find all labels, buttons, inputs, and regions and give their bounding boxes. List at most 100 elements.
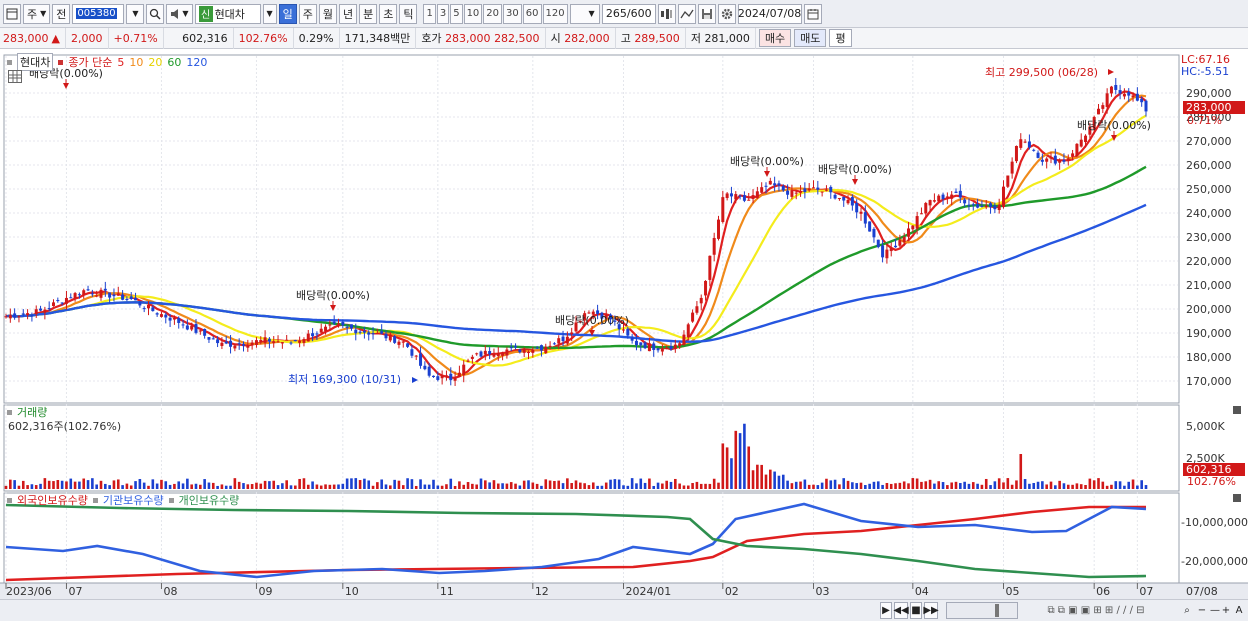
save-icon[interactable]	[697, 3, 716, 24]
y-tick-label: 250,000	[1186, 183, 1232, 196]
candle-body	[868, 221, 872, 232]
price-legend: 현대차 종가 단순 5 10 20 60 120	[7, 53, 207, 71]
volume-bar	[587, 485, 591, 489]
chevron-down-icon[interactable]: ▼	[126, 3, 145, 24]
candle-body	[777, 183, 781, 186]
interval-tab[interactable]: 10	[463, 3, 483, 24]
volume-bar	[129, 485, 133, 489]
candle-body	[319, 328, 323, 333]
eval-button[interactable]: 평	[829, 29, 852, 47]
count-input[interactable]: 265/600	[601, 3, 656, 24]
chart-area[interactable]: 배당락(0.00%) 배당락(0.00%) 배당락(0.00%) 배당락(0.00%)…	[0, 49, 1248, 621]
volume-bar	[540, 485, 543, 489]
close-icon[interactable]	[1233, 406, 1241, 414]
candle-body	[971, 204, 975, 206]
search-icon[interactable]	[146, 3, 165, 24]
scroll-back-icon[interactable]: ◀◀	[893, 602, 909, 619]
volume-bar	[851, 482, 854, 489]
font-size-icon[interactable]: A	[1235, 605, 1243, 616]
candle-body	[1075, 143, 1079, 156]
date-input[interactable]: 2024/07/08	[737, 3, 802, 24]
candle-body	[1002, 186, 1005, 207]
interval-tab[interactable]: 1	[423, 3, 436, 24]
candle-body	[453, 377, 457, 381]
candle-body	[4, 316, 8, 318]
candle-body	[876, 239, 880, 248]
window-icon[interactable]	[3, 3, 21, 24]
period-tab[interactable]: 초	[379, 3, 398, 24]
candle-body	[138, 301, 142, 306]
candle-body	[570, 332, 574, 335]
prev-button[interactable]: 전	[52, 3, 71, 24]
buy-button[interactable]: 매수	[758, 29, 792, 47]
stop-icon[interactable]: ■	[910, 602, 922, 619]
candle-body	[1101, 105, 1105, 109]
close-icon[interactable]	[1233, 494, 1241, 502]
volume-bar	[471, 483, 474, 489]
sell-button[interactable]: 매도	[794, 29, 827, 47]
candle-body	[989, 203, 993, 208]
volume-bar	[505, 483, 509, 489]
chart-tool-icons[interactable]: ⧉ ⧉ ▣ ▣ ⊞ ⊞ ∕ ∕ ∕ ⊟	[1047, 605, 1145, 616]
period-tab[interactable]: 일	[278, 3, 297, 24]
volume-bar	[579, 482, 582, 489]
volume-bar	[591, 482, 595, 489]
ask-value: 283,000	[445, 31, 491, 45]
interval-tab[interactable]: 60	[522, 3, 542, 24]
zoom-in-icon[interactable]: +	[1221, 605, 1231, 616]
chart-canvas[interactable]: 배당락(0.00%) 배당락(0.00%) 배당락(0.00%) 배당락(0.00%)…	[0, 49, 1248, 621]
interval-tab[interactable]: 30	[503, 3, 522, 24]
gear-icon[interactable]	[717, 3, 736, 24]
annotations: 배당락(0.00%) 배당락(0.00%) 배당락(0.00%) 배당락(0.00%)…	[29, 66, 1151, 386]
candle-body	[475, 353, 479, 355]
volume-bar	[712, 478, 716, 489]
interval-select[interactable]: ▼	[569, 3, 600, 24]
candle-body	[349, 324, 353, 329]
compare-icon[interactable]	[657, 3, 676, 24]
zoom-slider[interactable]	[946, 602, 1018, 619]
candle-body	[410, 349, 414, 356]
period-tab[interactable]: 분	[359, 3, 378, 24]
candle-body	[790, 190, 794, 197]
period-tab[interactable]: 월	[318, 3, 337, 24]
stock-dropdown[interactable]: ▼	[262, 3, 277, 24]
speaker-button[interactable]: ▼	[166, 3, 193, 24]
x-tick-label: 08	[163, 585, 177, 598]
market-select[interactable]: 주 ▼	[23, 3, 51, 24]
stock-name-box[interactable]: 신 현대차	[194, 3, 261, 24]
volume-bar	[1088, 478, 1092, 489]
volume-bar	[807, 484, 811, 489]
x-tick-label: 12	[535, 585, 549, 598]
volume-bar	[488, 482, 491, 489]
candle-body	[69, 297, 73, 299]
stock-tab[interactable]: 현대차	[17, 53, 54, 71]
candle-body	[1118, 90, 1122, 94]
volume-bar	[1045, 484, 1048, 489]
stock-code-input[interactable]: 005380	[72, 3, 125, 24]
calendar-icon[interactable]	[803, 3, 822, 24]
candle-body	[172, 317, 176, 320]
volume-bar	[1062, 483, 1066, 489]
volume-bar	[432, 479, 435, 489]
candle-body	[293, 339, 297, 342]
volume-bar	[967, 483, 971, 489]
volume-bar	[825, 478, 828, 489]
interval-tab[interactable]: 20	[483, 3, 503, 24]
interval-tab[interactable]: 3	[436, 3, 450, 24]
candle-body	[764, 185, 768, 187]
interval-tab[interactable]: 120	[542, 3, 568, 24]
period-tab[interactable]: 틱	[399, 3, 418, 24]
volume-bar	[194, 483, 198, 489]
volume-bar	[613, 479, 617, 489]
draw-tool-icon[interactable]	[677, 3, 696, 24]
zoom-search-icon[interactable]: ⌕	[1184, 605, 1190, 616]
scroll-right-icon[interactable]: ▶	[880, 602, 892, 619]
institution-series-label: 기관보유수량	[102, 494, 164, 507]
interval-tab[interactable]: 5	[450, 3, 463, 24]
price-change: 2,000	[66, 27, 109, 49]
period-tab[interactable]: 주	[298, 3, 317, 24]
scroll-forward-icon[interactable]: ▶▶	[923, 602, 939, 619]
period-tab[interactable]: 년	[338, 3, 358, 24]
grid-icon[interactable]	[8, 70, 22, 83]
zoom-out-icon[interactable]: −	[1197, 605, 1207, 616]
